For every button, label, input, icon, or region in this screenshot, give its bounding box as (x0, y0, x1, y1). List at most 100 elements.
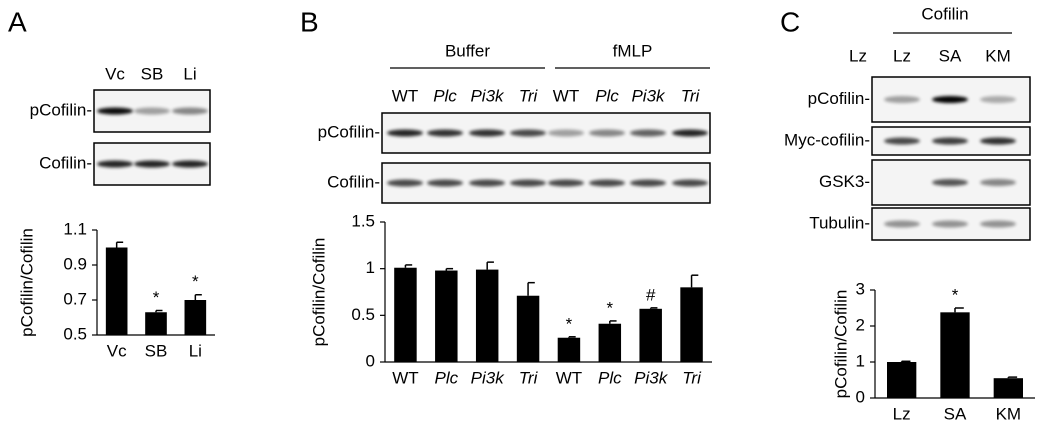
significance-mark: * (153, 288, 160, 307)
blot-band (980, 179, 1016, 186)
bar (475, 269, 499, 362)
y-axis-label: pCofilin/Cofilin (17, 228, 36, 337)
blot-band (672, 179, 708, 187)
blot-band (172, 107, 208, 115)
x-tick-label: Pi3k (471, 368, 506, 387)
blot-band (510, 179, 546, 187)
blot-band (589, 179, 625, 187)
lane-label: WT (553, 86, 579, 105)
significance-mark: # (646, 285, 656, 304)
x-tick-label: Vc (107, 341, 127, 360)
blot-band (469, 129, 505, 137)
x-tick-label: WT (392, 368, 418, 387)
blot-band (980, 137, 1016, 145)
blot-band (387, 179, 423, 187)
lane-label: SB (141, 64, 164, 83)
row-label: Tubulin- (809, 213, 870, 232)
lane-label: Lz (893, 46, 911, 65)
blot-band (387, 129, 423, 137)
y-tick-label: 0.9 (63, 254, 87, 273)
blot-band (469, 179, 505, 187)
bar (680, 287, 703, 362)
row-label: GSK3- (819, 172, 870, 191)
blot-band (884, 220, 920, 228)
blot-band (630, 179, 666, 187)
blot-band (884, 96, 920, 103)
lane-label: SA (939, 46, 962, 65)
blot-band (134, 160, 170, 168)
blot-band (932, 179, 968, 186)
y-tick-label: 0.5 (351, 305, 375, 324)
x-tick-label: SA (944, 404, 967, 423)
significance-mark: * (952, 285, 959, 304)
significance-mark: * (607, 298, 614, 317)
x-tick-label: Lz (893, 404, 911, 423)
x-tick-label: Tri (519, 368, 539, 387)
significance-mark: * (566, 314, 573, 333)
panel-letter: B (300, 6, 319, 37)
y-axis-label: pCofilin/Cofilin (309, 238, 328, 347)
blot-band (980, 96, 1016, 103)
blot-band (932, 220, 968, 228)
blot-band (672, 129, 708, 137)
y-tick-label: 0 (856, 387, 865, 406)
blot-band (97, 160, 133, 168)
x-tick-label: KM (996, 404, 1022, 423)
y-tick-label: 0.7 (63, 289, 87, 308)
panel-letter: A (8, 6, 27, 37)
bar (993, 378, 1023, 398)
blot-band (932, 137, 968, 145)
x-tick-label: Plc (598, 368, 622, 387)
lane-label: Pi3k (631, 86, 666, 105)
blot-band (884, 137, 920, 145)
blot-band (980, 220, 1016, 228)
bar (639, 308, 662, 362)
lane-label: Tri (681, 86, 701, 105)
lane-label: Vc (105, 64, 125, 83)
bar (598, 323, 622, 362)
y-tick-label: 0 (366, 351, 375, 370)
y-tick-label: 2 (856, 315, 865, 334)
y-tick-label: 1 (856, 351, 865, 370)
group-label: Cofilin (921, 4, 968, 23)
blot-band (134, 107, 170, 115)
blot-band (589, 129, 625, 137)
lane-label: KM (985, 46, 1011, 65)
y-tick-label: 0.5 (63, 324, 87, 343)
blot-band (548, 179, 584, 187)
lane-label: Li (183, 64, 196, 83)
bar (516, 295, 540, 362)
blot-band (630, 129, 666, 137)
blot-band (510, 129, 546, 137)
x-tick-label: WT (556, 368, 582, 387)
row-label: Cofilin- (327, 172, 380, 191)
bar (887, 362, 917, 398)
y-tick-label: 1 (366, 258, 375, 277)
bar (184, 300, 207, 335)
blot-band (427, 129, 463, 137)
bar (394, 267, 417, 362)
x-tick-label: Pi3k (634, 368, 669, 387)
blot-band (932, 96, 968, 103)
blot-band (97, 107, 133, 115)
blot-band (548, 129, 584, 137)
lane-label: Lz (849, 46, 867, 65)
row-label: Cofilin- (39, 153, 92, 172)
lane-label: Tri (519, 86, 539, 105)
row-label: pCofilin- (30, 100, 92, 119)
bar (105, 247, 128, 335)
y-tick-label: 1.1 (63, 219, 87, 238)
lane-label: Plc (595, 86, 619, 105)
y-tick-label: 3 (856, 279, 865, 298)
y-tick-label: 1.5 (351, 211, 375, 230)
blot-band (172, 160, 208, 168)
lane-label: Pi3k (470, 86, 505, 105)
bar (435, 270, 458, 362)
bar (145, 312, 167, 335)
group-label: fMLP (613, 41, 653, 60)
panel-letter: C (780, 6, 800, 37)
blot-band (427, 179, 463, 187)
row-label: pCofilin- (318, 122, 380, 141)
lane-label: WT (392, 86, 418, 105)
